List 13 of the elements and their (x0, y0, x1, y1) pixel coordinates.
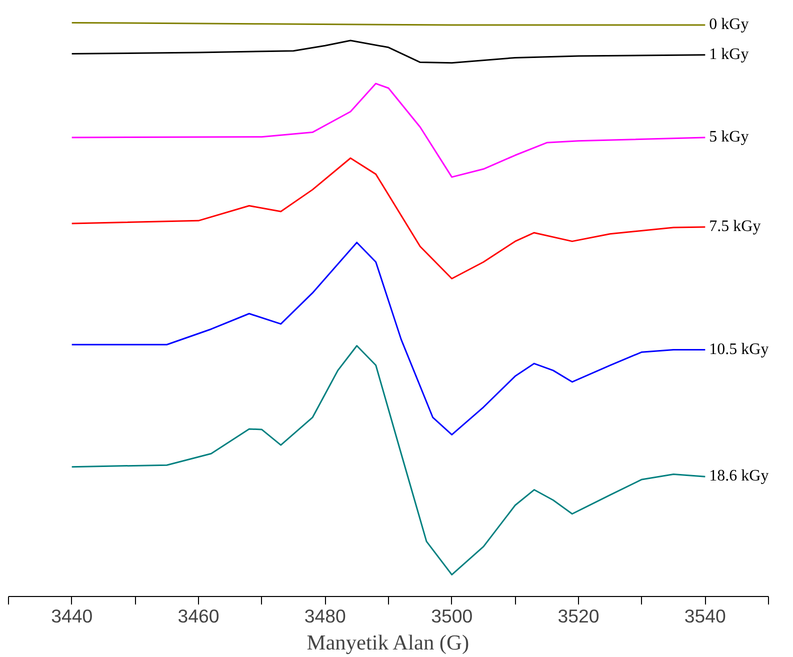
x-tick-label: 3460 (178, 606, 220, 626)
x-tick-label: 3480 (304, 606, 346, 626)
x-tick-label: 3540 (684, 606, 726, 626)
series-label: 1 kGy (709, 46, 749, 63)
series-label: 0 kGy (709, 16, 749, 34)
series-label: 5 kGy (709, 128, 749, 146)
x-tick-label: 3500 (431, 606, 473, 626)
x-axis-title: Manyetik Alan (G) (306, 630, 470, 654)
series-label: 18.6 kGy (709, 468, 769, 485)
series-label: 10.5 kGy (709, 340, 769, 358)
x-tick-label: 3520 (558, 606, 600, 626)
series-label: 7.5 kGy (709, 218, 761, 235)
x-tick-label: 3440 (51, 606, 93, 626)
